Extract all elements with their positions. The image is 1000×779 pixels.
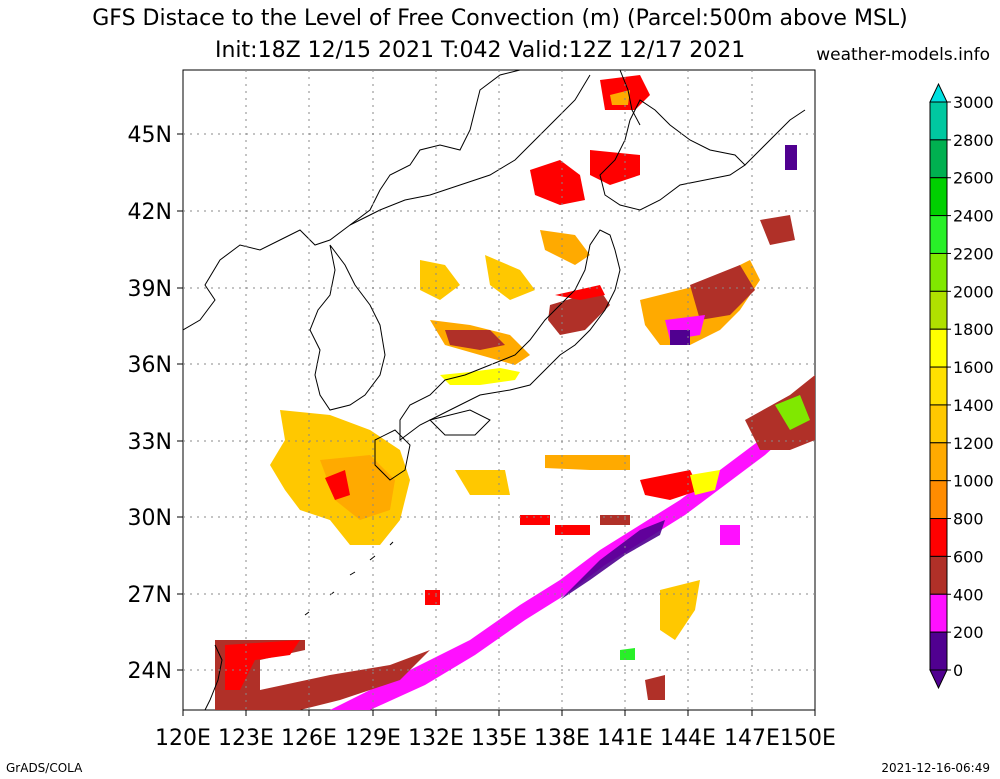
colorbar-segment [929,215,948,254]
colorbar-label: 1600 [953,358,994,377]
lon-label: 144E [660,726,716,751]
colorbar-segment [929,555,948,595]
map-frame [182,69,816,711]
colorbar-label: 2600 [953,169,994,188]
colorbar-segment [929,366,948,406]
colorbar-label: 1200 [953,434,994,453]
colorbar-label: 2800 [953,131,994,150]
colorbar-segment [929,480,948,520]
footer-software: GrADS/COLA [6,761,83,775]
lat-label: 45N [128,123,172,148]
colorbar-label: 0 [953,661,963,680]
lat-label: 36N [128,353,172,378]
colorbar-labels: 3000280026002400220020001800160014001200… [953,93,994,680]
chart-subtitle: Init:18Z 12/15 2021 T:042 Valid:12Z 12/1… [215,38,746,63]
chart-title: GFS Distace to the Level of Free Convect… [92,6,908,31]
colorbar-segment [929,404,948,444]
colorbar [929,82,951,690]
lat-labels: 45N 42N 39N 36N 33N 30N 27N 24N [128,123,172,684]
lon-label: 141E [597,726,653,751]
lon-label: 135E [471,726,527,751]
lon-label: 147E [724,726,780,751]
colorbar-segment [929,252,948,292]
lat-label: 42N [128,200,172,225]
colorbar-segment [929,518,948,557]
colorbar-label: 200 [953,623,984,642]
site-credit: weather-models.info [816,45,990,65]
lat-label: 27N [128,583,172,608]
colorbar-segment [929,101,948,141]
lon-label: 150E [780,726,836,751]
colorbar-label: 400 [953,585,984,604]
lon-label: 132E [408,726,464,751]
colorbar-segment [929,442,948,482]
colorbar-label: 2000 [953,282,994,301]
lat-label: 33N [128,430,172,455]
colorbar-label: 1400 [953,396,994,415]
colorbar-label: 1000 [953,472,994,491]
lon-labels: 120E 123E 126E 129E 132E 135E 138E 141E … [155,726,836,751]
coastlines [183,70,806,710]
colorbar-segment [929,593,948,633]
colorbar-segment [929,328,948,368]
lat-label: 24N [128,659,172,684]
lon-label: 138E [534,726,590,751]
colorbar-segment [929,631,948,671]
colorbar-label: 800 [953,510,984,529]
colorbar-label: 600 [953,547,984,566]
lon-label: 129E [345,726,401,751]
lon-label: 123E [218,726,274,751]
lat-label: 39N [128,277,172,302]
colorbar-segment [929,290,948,330]
graticule [183,70,815,710]
colorbar-segment [929,139,948,179]
colorbar-label: 1800 [953,320,994,339]
colorbar-top-arrow [929,82,948,103]
lat-label: 30N [128,506,172,531]
lon-label: 126E [281,726,337,751]
axis-ticks [177,133,816,716]
colorbar-label: 2200 [953,244,994,263]
footer-timestamp: 2021-12-16-06:49 [881,761,990,775]
colorbar-bottom-arrow [929,669,948,690]
colorbar-label: 2400 [953,207,994,226]
colorbar-label: 3000 [953,93,994,112]
colorbar-segment [929,177,948,217]
lon-label: 120E [155,726,211,751]
